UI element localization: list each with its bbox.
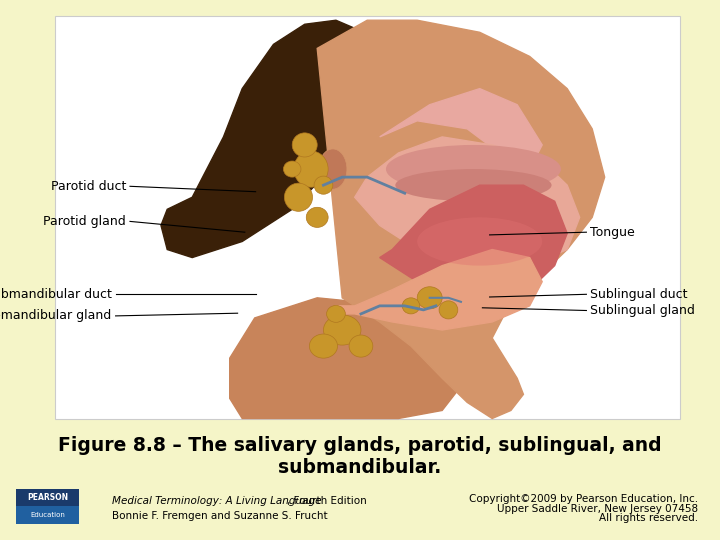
Ellipse shape [314, 176, 333, 194]
Text: Parotid duct: Parotid duct [50, 180, 126, 193]
Ellipse shape [327, 306, 346, 322]
Ellipse shape [323, 315, 361, 345]
Text: , Fourth Edition: , Fourth Edition [287, 496, 366, 506]
Text: All rights reserved.: All rights reserved. [599, 514, 698, 523]
Polygon shape [318, 20, 605, 418]
Ellipse shape [284, 183, 312, 211]
Ellipse shape [310, 334, 338, 358]
Polygon shape [330, 249, 542, 330]
Ellipse shape [349, 335, 373, 357]
Ellipse shape [402, 298, 420, 314]
Bar [16, 507, 79, 524]
Text: Sublingual gland: Sublingual gland [590, 304, 696, 317]
Text: submandibular.: submandibular. [279, 457, 441, 477]
Text: Bonnie F. Fremgen and Suzanne S. Frucht: Bonnie F. Fremgen and Suzanne S. Frucht [112, 511, 327, 521]
Text: Parotid gland: Parotid gland [43, 215, 126, 228]
Ellipse shape [294, 151, 328, 187]
Text: Submandibular gland: Submandibular gland [0, 309, 112, 322]
Ellipse shape [417, 287, 442, 309]
Text: Upper Saddle River, New Jersey 07458: Upper Saddle River, New Jersey 07458 [498, 504, 698, 514]
Text: Tongue: Tongue [590, 226, 635, 239]
Ellipse shape [319, 149, 347, 189]
Ellipse shape [306, 207, 328, 227]
Text: Copyright©2009 by Pearson Education, Inc.: Copyright©2009 by Pearson Education, Inc… [469, 494, 698, 504]
Bar [55, 16, 680, 418]
Text: Sublingual duct: Sublingual duct [590, 288, 688, 301]
Bar [16, 489, 79, 507]
Ellipse shape [284, 161, 301, 177]
Ellipse shape [417, 217, 542, 266]
Ellipse shape [395, 169, 552, 201]
Polygon shape [379, 89, 542, 169]
Ellipse shape [292, 133, 318, 157]
Text: Figure 8.8 – The salivary glands, parotid, sublingual, and: Figure 8.8 – The salivary glands, paroti… [58, 436, 662, 455]
Polygon shape [161, 20, 367, 258]
Text: PEARSON: PEARSON [27, 493, 68, 502]
Polygon shape [230, 298, 461, 418]
Polygon shape [355, 137, 580, 278]
Ellipse shape [439, 301, 458, 319]
Ellipse shape [386, 145, 561, 193]
Text: Medical Terminology: A Living Language: Medical Terminology: A Living Language [112, 496, 321, 506]
Text: Education: Education [30, 512, 65, 518]
Text: Submandibular duct: Submandibular duct [0, 288, 112, 301]
Polygon shape [379, 185, 567, 306]
